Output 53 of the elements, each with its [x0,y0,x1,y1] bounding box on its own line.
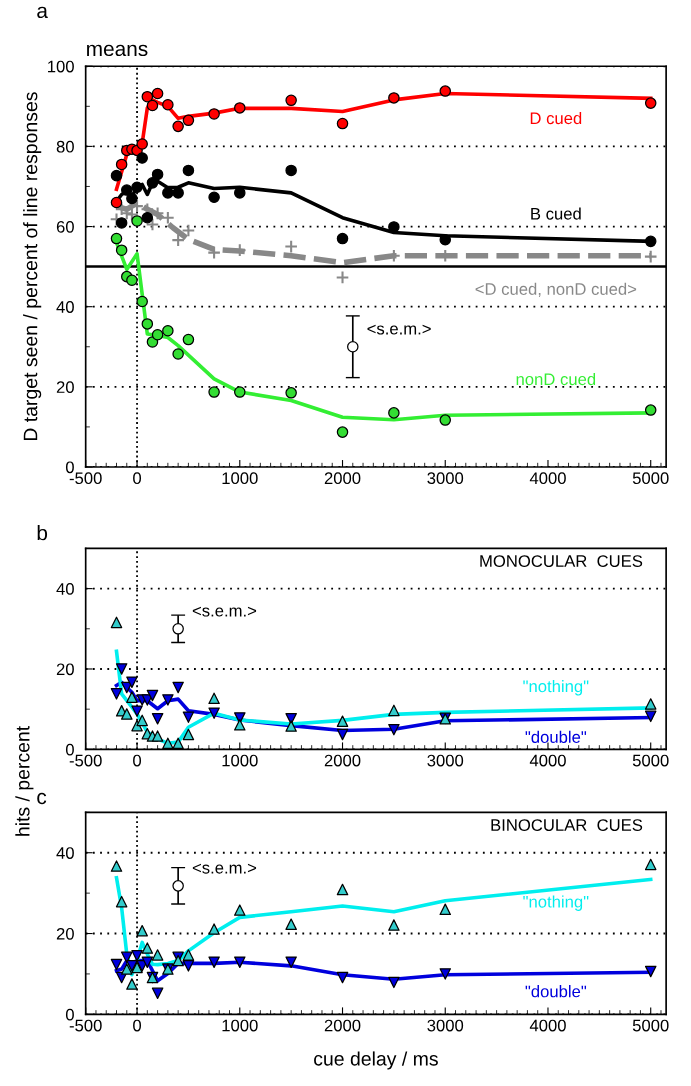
x-axis-title: cue delay / ms [314,1051,438,1070]
x-tick-label: 1000 [222,472,258,485]
y-tick-label: 40 [56,583,74,595]
series-label: <s.e.m.> [367,324,431,335]
y-tick-label: 40 [56,301,74,313]
y-tick-label: 20 [56,663,74,676]
x-tick-label: -500 [69,1019,102,1032]
y-tick-label: 0 [65,461,74,474]
x-tick-label: 2000 [324,1019,361,1032]
y-tick-label: 100 [48,60,74,73]
x-tick-label: 2000 [324,472,361,485]
annotation: BINOCULAR CUES [491,819,643,831]
x-tick-label: 1000 [222,754,258,767]
x-tick-label: 5000 [632,1019,669,1032]
x-tick-label: -500 [69,472,102,485]
series-label: "double" [525,985,587,998]
x-tick-label: 4000 [529,472,566,485]
series-label: D cued [530,111,582,125]
series-label: <s.e.m.> [192,863,257,874]
x-tick-label: 3000 [427,1019,464,1032]
y-tick-label: 20 [56,927,74,940]
series-label: B cued [531,207,581,220]
x-tick-label: 4000 [529,1019,566,1032]
y-axis-title: D target seen / percent of line responses [23,92,42,441]
series-label: "nothing" [523,680,589,696]
series-label: "double" [525,730,587,743]
annotation: MONOCULAR CUES [480,555,643,567]
series-label: <D cued, nonD cued> [475,282,637,297]
x-tick-label: 3000 [427,472,464,485]
chart-subtitle: means [87,44,148,57]
chart-title: c [37,792,47,805]
x-tick-label: 2000 [324,754,361,767]
y-tick-label: 20 [56,381,74,394]
series-label: <s.e.m.> [192,606,257,617]
chart-title: b [37,524,48,541]
x-tick-label: 5000 [632,472,669,485]
x-tick-label: 0 [133,1019,142,1032]
y-tick-label: 0 [65,743,74,756]
x-tick-label: 3000 [427,754,464,767]
x-tick-label: 1000 [222,1019,258,1032]
chart-title: a [37,6,48,19]
x-tick-label: 5000 [632,754,669,767]
y-tick-label: 80 [56,140,74,153]
x-tick-label: 4000 [529,754,566,767]
series-label: nonD cued [516,372,596,386]
x-tick-label: 0 [133,754,142,767]
series-label: "nothing" [523,895,589,911]
y-tick-label: 60 [56,220,74,233]
y-tick-label: 0 [65,1008,74,1021]
x-tick-label: 0 [133,472,142,485]
x-tick-label: -500 [69,754,102,767]
y-tick-label: 40 [56,847,74,859]
y-axis-title: hits / percent [15,725,34,836]
